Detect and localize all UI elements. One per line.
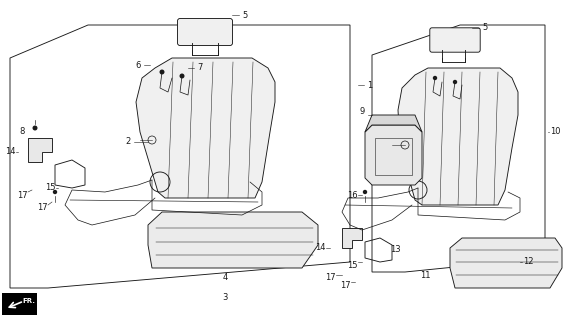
Text: 1: 1 (367, 81, 373, 90)
Text: 4: 4 (222, 274, 228, 283)
Circle shape (53, 190, 57, 194)
Circle shape (433, 76, 437, 80)
Text: 5: 5 (482, 23, 488, 33)
Text: FR.: FR. (22, 298, 35, 304)
Text: 17: 17 (325, 274, 335, 283)
Text: 9: 9 (359, 108, 364, 116)
Text: 13: 13 (390, 245, 400, 254)
Polygon shape (148, 212, 318, 268)
FancyBboxPatch shape (177, 19, 232, 45)
Text: 15: 15 (45, 183, 55, 193)
Text: 14: 14 (315, 244, 325, 252)
Text: 12: 12 (523, 258, 533, 267)
Text: 8: 8 (20, 127, 25, 137)
Polygon shape (136, 58, 275, 198)
Circle shape (453, 80, 457, 84)
Polygon shape (365, 115, 422, 132)
Text: 15: 15 (347, 260, 357, 269)
Text: 17: 17 (17, 190, 28, 199)
Polygon shape (398, 68, 518, 205)
Text: 17: 17 (37, 204, 47, 212)
Circle shape (160, 69, 165, 75)
Polygon shape (342, 228, 362, 248)
Polygon shape (365, 125, 422, 185)
Circle shape (33, 125, 37, 131)
Text: 16: 16 (347, 190, 357, 199)
Text: 14: 14 (5, 148, 15, 156)
Circle shape (363, 190, 367, 194)
Text: 2: 2 (125, 138, 131, 147)
Text: 11: 11 (420, 270, 430, 279)
Text: 7: 7 (197, 63, 203, 73)
Text: 17: 17 (340, 281, 350, 290)
FancyBboxPatch shape (2, 293, 37, 315)
Polygon shape (450, 238, 562, 288)
Circle shape (180, 74, 184, 78)
Text: 3: 3 (222, 293, 228, 302)
Text: 10: 10 (550, 127, 560, 137)
Text: 5: 5 (242, 11, 247, 20)
Polygon shape (28, 138, 52, 162)
Text: 6: 6 (135, 60, 141, 69)
FancyBboxPatch shape (430, 28, 480, 52)
